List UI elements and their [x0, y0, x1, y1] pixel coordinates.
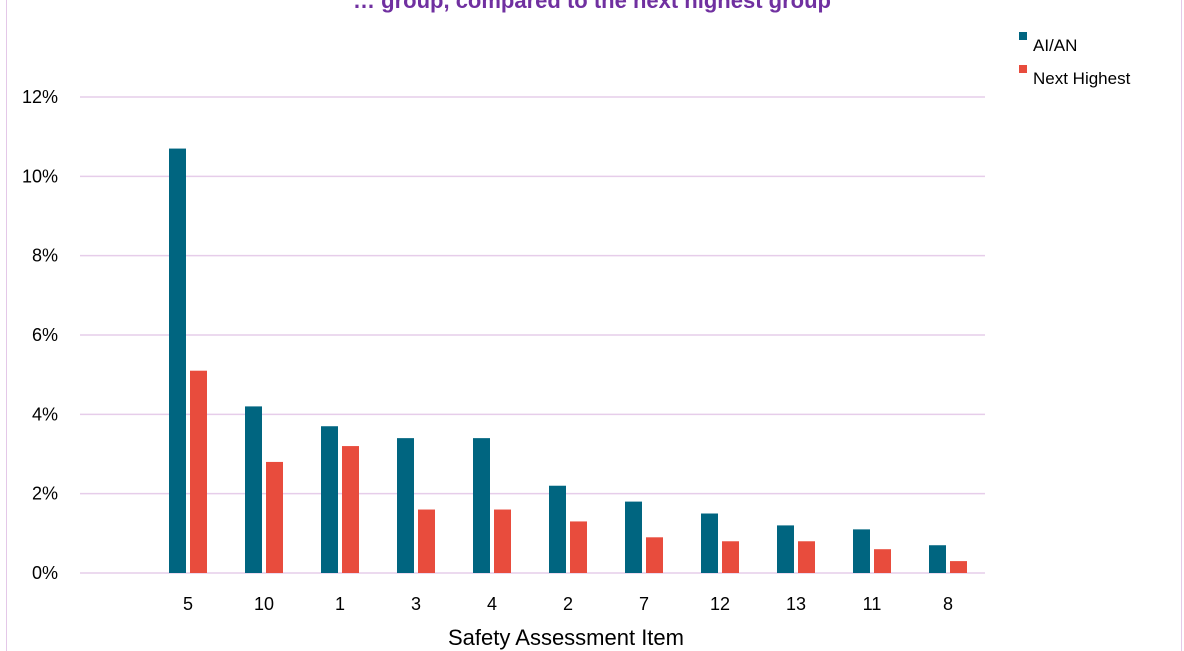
- legend-label-next-highest: Next Highest: [1033, 69, 1131, 88]
- chart-title: … group, compared to the next highest gr…: [353, 0, 831, 13]
- bar-ai-an: [929, 545, 946, 573]
- bar-ai-an: [777, 525, 794, 573]
- bar-ai-an: [473, 438, 490, 573]
- x-tick-label: 10: [254, 594, 274, 614]
- y-tick-label: 0%: [32, 563, 58, 583]
- bar-ai-an: [169, 148, 186, 574]
- bar-next-highest: [190, 370, 207, 573]
- bar-ai-an: [397, 438, 414, 573]
- bar-next-highest: [570, 521, 587, 573]
- x-tick-label: 11: [863, 594, 882, 614]
- bar-ai-an: [625, 501, 642, 573]
- x-tick-label: 12: [710, 594, 730, 614]
- bar-ai-an: [549, 485, 566, 573]
- bar-next-highest: [494, 509, 511, 573]
- y-tick-label: 10%: [22, 166, 58, 186]
- x-tick-label: 3: [411, 594, 421, 614]
- legend-swatch-ai-an: [1019, 32, 1027, 40]
- bar-next-highest: [950, 561, 967, 573]
- x-axis-title: Safety Assessment Item: [448, 625, 684, 650]
- x-tick-label: 13: [786, 594, 806, 614]
- bar-ai-an: [701, 513, 718, 573]
- legend: AI/AN Next Highest: [1019, 32, 1131, 88]
- y-tick-label: 12%: [22, 87, 58, 107]
- bar-next-highest: [342, 446, 359, 573]
- bar-next-highest: [418, 509, 435, 573]
- x-tick-label: 4: [487, 594, 497, 614]
- bar-ai-an: [853, 529, 870, 573]
- chart-frame: [6, 0, 1182, 651]
- x-tick-label: 2: [563, 594, 573, 614]
- gridlines: [80, 96, 985, 574]
- x-tick-label: 8: [943, 594, 953, 614]
- y-tick-label: 2%: [32, 484, 58, 504]
- bar-next-highest: [266, 461, 283, 573]
- bar-ai-an: [321, 426, 338, 573]
- bars: [169, 148, 967, 574]
- x-tick-label: 5: [183, 594, 193, 614]
- legend-label-ai-an: AI/AN: [1033, 36, 1077, 55]
- bar-next-highest: [722, 541, 739, 573]
- x-axis-ticks: 5 10 1 3 4 2 7 12 13 11 8: [183, 594, 953, 614]
- bar-next-highest: [798, 541, 815, 573]
- x-tick-label: 1: [335, 594, 345, 614]
- x-tick-label: 7: [639, 594, 649, 614]
- y-tick-label: 4%: [32, 404, 58, 424]
- bar-ai-an: [245, 406, 262, 573]
- y-tick-label: 6%: [32, 325, 58, 345]
- bar-next-highest: [874, 549, 891, 573]
- y-tick-label: 8%: [32, 246, 58, 266]
- legend-swatch-next-highest: [1019, 65, 1027, 73]
- y-axis-ticks: 0% 2% 4% 6% 8% 10% 12%: [22, 87, 58, 583]
- bar-next-highest: [646, 537, 663, 573]
